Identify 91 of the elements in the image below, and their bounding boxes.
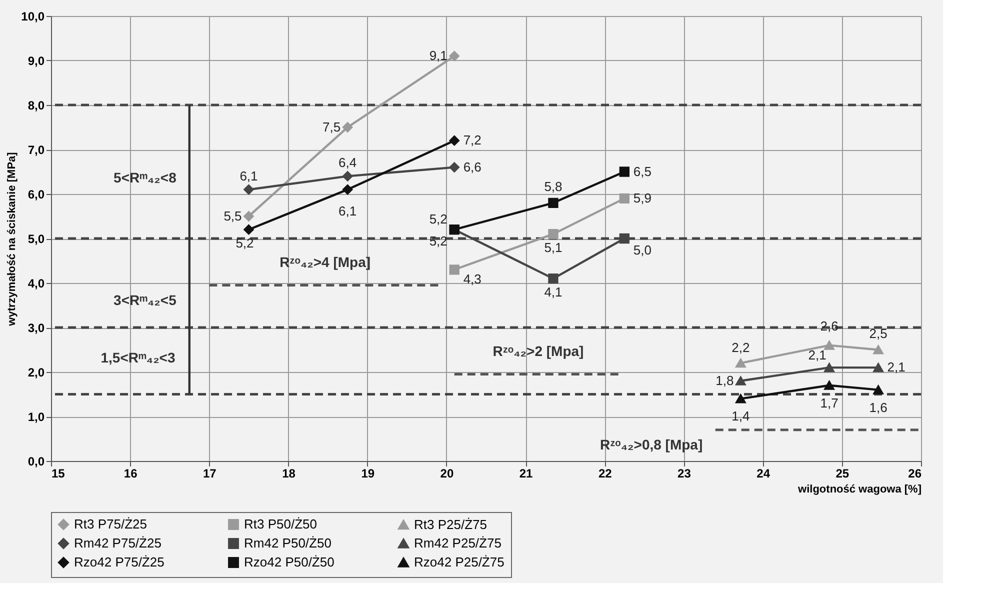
annotation: 1,5<Rᵐ₄₂<3 [100,350,176,366]
data-label: 4,3 [463,272,482,287]
point [873,385,884,394]
y-tick-label: 1,0 [28,410,45,424]
data-label: 5,2 [236,236,254,251]
x-tick-label: 20 [440,466,454,480]
legend-label: Rzo42 P25/Ż75 [414,554,504,570]
x-tick-label: 23 [678,466,692,480]
legend-label: Rm42 P75/Ż25 [74,536,162,550]
legend-label: Rt3 P25/Ż75 [414,516,487,532]
data-label: 5,9 [633,190,652,206]
point [824,363,834,372]
x-tick-label: 15 [52,466,66,480]
point [548,198,558,208]
point [342,171,353,182]
annotation: Rᶻᵒ₄₂>2 [Mpa] [492,342,584,359]
point [449,136,460,146]
x-tick-label: 24 [756,466,770,480]
point [824,340,834,350]
data-label: 4,1 [544,284,562,300]
data-label: 6,1 [240,168,258,184]
data-label: 7,2 [463,132,482,148]
x-tick-label: 16 [124,466,138,480]
legend-label: Rzo42 P50/Ż50 [244,554,334,570]
data-label: 2,1 [887,360,906,375]
y-tick-label: 3,0 [28,321,45,335]
point [619,193,630,204]
data-label: 2,5 [869,326,888,341]
point [824,380,834,390]
data-label: 6,4 [338,155,357,170]
x-tick-label: 26 [908,466,922,480]
data-label: 6,5 [633,164,652,179]
y-axis-title: wytrzymałość na ściskanie [MPa] [6,152,18,327]
x-tick-label: 19 [361,466,375,480]
data-label: 9,1 [429,48,448,64]
point [548,273,558,284]
x-tick-label: 21 [519,466,534,480]
annotation: Rᶻᵒ₄₂>4 [Mpa] [280,254,371,270]
point [736,358,746,368]
data-label: 5,2 [429,212,448,227]
data-label: 6,6 [463,159,482,174]
point [449,50,460,62]
x-tick-label: 17 [203,466,217,480]
y-tick-label: 0,0 [28,454,45,468]
y-tick-label: 10,0 [21,10,45,24]
y-tick-label: 7,0 [28,143,45,157]
y-tick-label: 9,0 [28,54,45,68]
data-label: 1,6 [869,400,888,415]
annotation: 3<Rᵐ₄₂<5 [114,292,177,308]
y-tick-label: 2,0 [28,366,45,380]
point [449,264,460,275]
annotation: Rᶻᵒ₄₂>0,8 [Mpa] [600,436,703,452]
point [873,363,884,372]
data-label: 1,7 [820,395,838,410]
x-axis-title: wilgotność wagowa [%] [797,484,922,496]
y-tick-label: 5,0 [28,232,45,246]
data-label: 5,8 [544,178,562,194]
x-tick-label: 18 [282,466,296,480]
point [619,166,630,177]
point [873,345,884,354]
data-label: 2,1 [808,348,826,363]
data-label: 5,2 [429,234,448,249]
legend-label: Rzo42 P75/Ż25 [74,554,164,570]
data-label: 6,1 [338,204,357,219]
legend-label: Rt3 P75/Ż25 [74,516,147,532]
data-label: 7,5 [322,119,341,134]
x-tick-label: 22 [598,466,612,480]
point [244,184,254,195]
y-tick-label: 6,0 [28,188,45,202]
x-tick-label: 25 [836,466,850,480]
legend-label: Rm42 P50/Ż50 [244,536,332,550]
point [244,224,254,235]
y-tick-label: 8,0 [28,98,45,112]
data-label: 1,4 [732,408,750,424]
point [736,394,746,404]
data-label: 1,8 [716,372,734,388]
point [342,184,353,195]
point [342,122,353,132]
data-label: 5,0 [633,242,652,258]
point [548,228,558,240]
data-label: 5,1 [544,240,562,256]
data-label: 5,5 [224,208,242,224]
y-tick-label: 4,0 [28,276,45,290]
legend-label: Rm42 P25/Ż75 [414,536,502,550]
point [619,233,630,244]
annotation: 5<Rᵐ₄₂<8 [114,169,177,186]
data-label: 2,2 [732,340,750,356]
point [449,162,460,172]
point [736,376,746,386]
legend-label: Rt3 P50/Ż50 [244,516,317,532]
point [244,211,254,222]
